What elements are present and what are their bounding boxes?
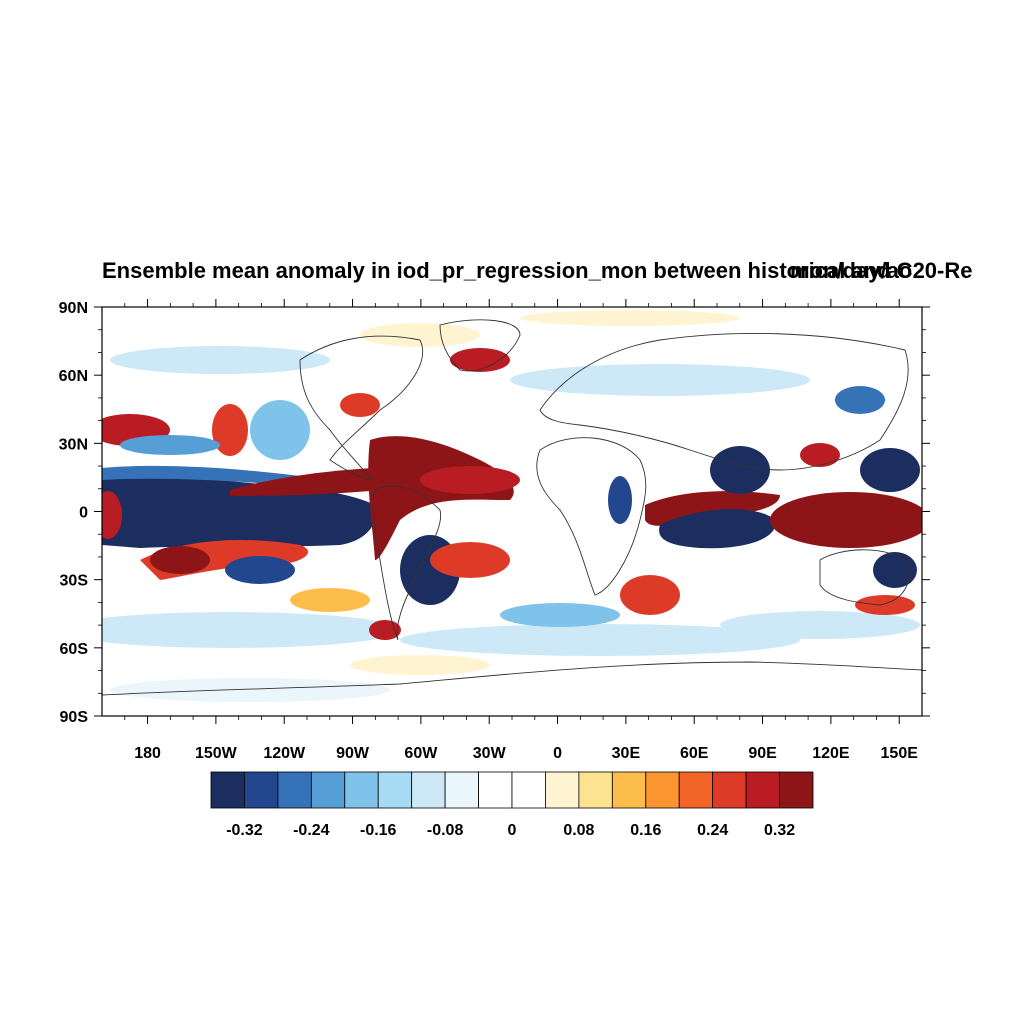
- field-light-blue: [510, 364, 810, 396]
- field-light-yellow: [520, 310, 740, 326]
- colorbar-swatch: [310, 771, 346, 809]
- field-indian-red: [645, 491, 780, 526]
- colorbar-swatch: [377, 771, 413, 809]
- lat-tick-label: 30N: [59, 436, 88, 453]
- colorbar-label: -0.16: [360, 822, 397, 839]
- field-south-atlantic-red: [430, 542, 510, 578]
- lon-tick-label: 0: [553, 745, 562, 762]
- colorbar-label: 0.08: [563, 822, 594, 839]
- field-bay-bengal-blue: [710, 446, 770, 494]
- outline-australia: [819, 549, 910, 606]
- colorbar-swatch: [511, 771, 546, 809]
- field-light-blue: [110, 346, 330, 374]
- colorbar-swatch: [578, 771, 613, 809]
- lat-tick-label: 90N: [59, 300, 88, 317]
- field-light-blue: [400, 624, 800, 656]
- field-atlantic-red2: [420, 466, 520, 494]
- lat-tick-label: 90S: [60, 709, 89, 726]
- field-south-pacific-orange: [290, 588, 370, 612]
- field-spcz-darkred: [150, 546, 210, 574]
- colorbar-swatch: [277, 771, 312, 809]
- field-south-pacific-blue: [225, 556, 295, 584]
- field-patagonia-red: [369, 620, 401, 640]
- colorbar: -0.32 -0.24 -0.16 -0.08 0 0.08 0.16 0.24 0.32: [210, 771, 814, 839]
- lon-tick-label: 180: [134, 745, 161, 762]
- outline-south-america: [372, 485, 442, 641]
- field-africa-blue: [608, 476, 632, 524]
- lon-tick-label: 120E: [812, 745, 850, 762]
- colorbar-swatch: [344, 771, 379, 809]
- lon-tick-label: 90W: [336, 745, 370, 762]
- colorbar-swatch: [545, 771, 580, 809]
- lon-tick-label: 30W: [473, 745, 507, 762]
- outline-greenland: [439, 319, 521, 372]
- field-south-atlantic-blue2: [500, 603, 620, 627]
- colorbar-swatch: [779, 771, 814, 809]
- field-north-pacific-blue: [120, 435, 220, 455]
- field-pacific-red-tongue: [230, 468, 380, 496]
- colorbar-label: -0.24: [293, 822, 330, 839]
- field-australia-blue: [873, 552, 917, 588]
- map-title-right: mon/day/ao: [790, 258, 913, 283]
- colorbar-swatch: [745, 771, 780, 809]
- field-greenland-red: [450, 348, 510, 372]
- colorbar-swatch: [244, 771, 279, 809]
- field-east-asia-blue: [835, 386, 885, 414]
- latitude-axis: 90N 60N 30N 0 30S 60S 90S: [59, 300, 930, 726]
- colorbar-label: 0.16: [630, 822, 661, 839]
- colorbar-swatch: [712, 771, 747, 809]
- lat-tick-label: 30S: [60, 573, 89, 590]
- field-australia-red: [855, 595, 915, 615]
- field-light-yellow: [360, 323, 480, 347]
- lon-tick-label: 90E: [748, 745, 777, 762]
- colorbar-label: -0.32: [226, 822, 263, 839]
- lon-tick-label: 60W: [404, 745, 438, 762]
- colorbar-swatch: [210, 771, 245, 809]
- map-title: Ensemble mean anomaly in iod_pr_regressi…: [102, 258, 973, 283]
- lon-tick-label: 120W: [263, 745, 306, 762]
- field-light-blue: [102, 612, 400, 648]
- colorbar-label: 0.32: [764, 822, 795, 839]
- colorbar-label: 0: [508, 822, 517, 839]
- field-light-blue: [720, 611, 920, 639]
- outline-antarctica: [102, 661, 922, 696]
- field-west-pacific-red: [102, 491, 122, 539]
- field-japan-red: [800, 443, 840, 467]
- lat-tick-label: 0: [79, 505, 88, 522]
- colorbar-swatch: [478, 771, 513, 809]
- colorbar-swatch: [411, 771, 446, 809]
- field-light-yellow: [350, 655, 490, 675]
- lon-tick-label: 30E: [612, 745, 641, 762]
- lon-tick-label: 150E: [881, 745, 919, 762]
- map-field: [102, 307, 922, 716]
- lat-tick-label: 60S: [60, 641, 89, 658]
- colorbar-swatch: [611, 771, 647, 809]
- colorbar-swatch: [444, 771, 479, 809]
- longitude-axis: 180 150W 120W 90W 60W 30W 0 30E 60E 90E 120E 150E: [124, 299, 919, 762]
- field-north-pacific-blue2: [250, 400, 310, 460]
- field-north-atlantic-red: [340, 393, 380, 417]
- outline-north-america: [299, 335, 424, 481]
- field-maritime-red: [770, 492, 922, 548]
- colorbar-swatch: [645, 771, 680, 809]
- field-indian-blue: [659, 509, 776, 549]
- field-wpac-blue: [860, 448, 920, 492]
- colorbar-label: 0.24: [697, 822, 728, 839]
- field-africa-red: [620, 575, 680, 615]
- lat-tick-label: 60N: [59, 368, 88, 385]
- colorbar-swatch: [678, 771, 714, 809]
- outline-africa: [536, 437, 647, 596]
- lon-tick-label: 150W: [195, 745, 238, 762]
- lon-tick-label: 60E: [680, 745, 709, 762]
- field-light-blue: [110, 678, 390, 702]
- colorbar-label: -0.08: [427, 822, 464, 839]
- field-north-pacific-red2: [212, 404, 248, 456]
- outline-eurasia: [539, 333, 909, 471]
- continent-outlines: [102, 319, 922, 696]
